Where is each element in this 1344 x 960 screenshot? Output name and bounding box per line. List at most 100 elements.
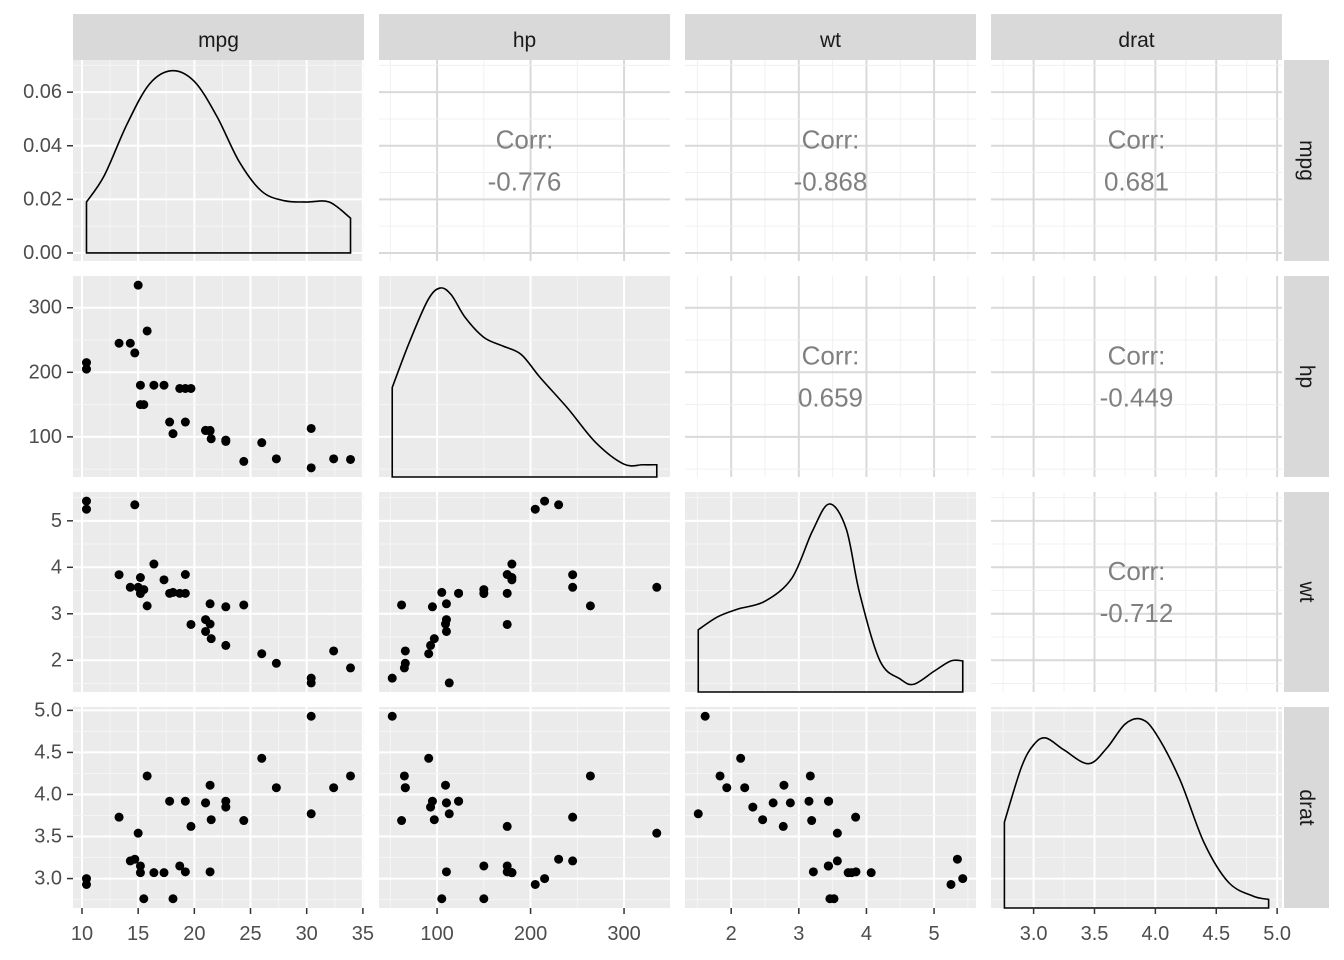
- scatter-point: [306, 423, 316, 433]
- scatter-point: [257, 753, 267, 763]
- strip-top-mpg: [73, 14, 364, 60]
- y-tick-label: 0.06: [23, 81, 62, 103]
- scatter-point: [441, 867, 451, 877]
- scatter-point: [346, 663, 356, 673]
- scatter-point: [125, 338, 135, 348]
- strip-top-hp: [379, 14, 670, 60]
- scatter-point: [205, 780, 215, 790]
- scatter-point: [585, 771, 595, 781]
- scatter-point: [149, 559, 159, 569]
- scatter-point: [201, 798, 211, 808]
- panel-wt-drat: [991, 492, 1282, 692]
- scatter-point: [805, 771, 815, 781]
- scatter-point: [952, 854, 962, 864]
- scatter-point: [424, 649, 434, 659]
- scatter-point: [397, 600, 407, 610]
- panel-mpg-wt: [685, 60, 976, 261]
- scatter-point: [168, 894, 178, 904]
- x-tick-label: 200: [514, 923, 547, 945]
- scatter-point: [758, 815, 768, 825]
- scatter-point: [135, 400, 145, 410]
- scatter-point: [165, 796, 175, 806]
- panel-hp-drat: [991, 276, 1282, 477]
- scatter-point: [133, 280, 143, 290]
- x-tick-label: 3.5: [1081, 923, 1109, 945]
- y-tick-label: 3: [51, 603, 62, 625]
- scatter-point: [125, 582, 135, 592]
- panel-hp-wt: [685, 276, 976, 477]
- scatter-point: [530, 879, 540, 889]
- scatter-point: [652, 582, 662, 592]
- scatter-point: [221, 435, 231, 445]
- scatter-point: [180, 570, 190, 580]
- scatter-point: [568, 812, 578, 822]
- y-tick-label: 3.0: [34, 868, 62, 890]
- corr-value: -0.776: [488, 167, 562, 197]
- scatter-point: [715, 771, 725, 781]
- scatter-point: [437, 587, 447, 597]
- y-tick-label: 2: [51, 649, 62, 671]
- panel-drat-drat: [991, 707, 1282, 908]
- scatter-point: [585, 601, 595, 611]
- scatter-point: [186, 821, 196, 831]
- scatter-point: [804, 796, 814, 806]
- y-tick-label: 0.02: [23, 188, 62, 210]
- scatter-point: [271, 658, 281, 668]
- y-tick-label: 4.5: [34, 741, 62, 763]
- scatter-point: [427, 602, 437, 612]
- scatter-point: [437, 894, 447, 904]
- strip-top-wt: [685, 14, 976, 60]
- scatter-point: [397, 816, 407, 826]
- scatter-point: [441, 626, 451, 636]
- scatter-point: [130, 854, 140, 864]
- panel-wt-hp: [379, 492, 670, 692]
- scatter-point: [135, 573, 145, 583]
- scatter-point: [479, 861, 489, 871]
- strip-right-label: hp: [1295, 365, 1318, 388]
- scatter-point: [180, 417, 190, 427]
- corr-value: 0.659: [798, 383, 863, 413]
- scatter-point: [149, 868, 159, 878]
- scatter-point: [429, 634, 439, 644]
- scatter-point: [851, 812, 861, 822]
- scatter-point: [206, 634, 216, 644]
- scatter-point: [851, 867, 861, 877]
- scatter-point: [346, 771, 356, 781]
- scatter-point: [779, 780, 789, 790]
- scatter-point: [205, 619, 215, 629]
- scatter-point: [165, 417, 175, 427]
- panel-wt-wt: [685, 492, 976, 692]
- scatter-point: [568, 570, 578, 580]
- scatter-point: [454, 796, 464, 806]
- density-curve-mpg: [85, 69, 352, 254]
- scatter-point: [832, 828, 842, 838]
- scatter-point: [946, 879, 956, 889]
- scatter-point: [130, 500, 140, 510]
- density-curve-wt: [697, 503, 964, 693]
- corr-value: 0.681: [1104, 167, 1169, 197]
- scatter-point: [387, 673, 397, 683]
- scatter-point: [823, 861, 833, 871]
- scatter-point: [206, 815, 216, 825]
- y-tick-label: 4: [51, 556, 62, 578]
- scatter-point: [239, 456, 249, 466]
- panel-mpg-drat: [991, 60, 1282, 261]
- strip-right-label: mpg: [1295, 140, 1318, 181]
- x-tick-label: 2: [726, 923, 737, 945]
- scatter-point: [399, 771, 409, 781]
- scatter-point: [201, 626, 211, 636]
- scatter-point: [693, 809, 703, 819]
- y-tick-label: 3.5: [34, 826, 62, 848]
- corr-label: Corr:: [1108, 125, 1166, 155]
- scatter-point: [824, 796, 834, 806]
- scatter-point: [329, 646, 339, 656]
- scatter-point: [175, 861, 185, 871]
- scatter-point: [239, 816, 249, 826]
- scatter-point: [540, 874, 550, 884]
- scatter-point: [205, 426, 215, 436]
- scatter-point: [444, 678, 454, 688]
- x-tick-label: 3.0: [1020, 923, 1048, 945]
- corr-label: Corr:: [1108, 341, 1166, 371]
- scatter-point: [221, 602, 231, 612]
- scatter-point: [186, 383, 196, 393]
